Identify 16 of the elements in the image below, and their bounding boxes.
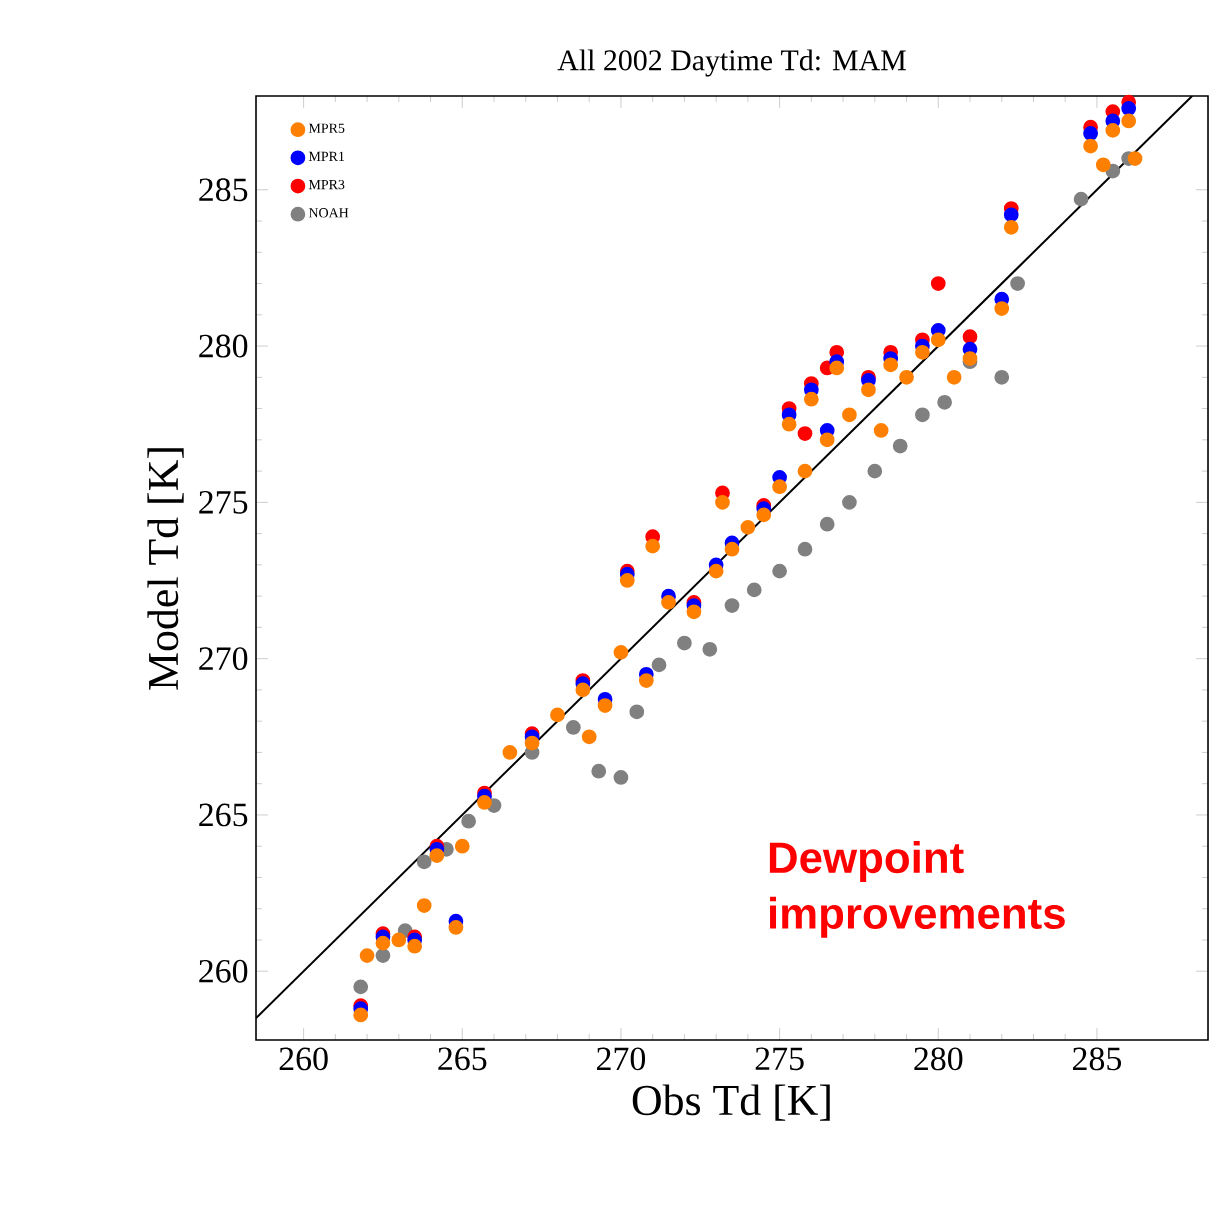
x-tick-label: 260 [279, 1047, 328, 1071]
x-axis-title: Obs Td [K] [632, 1084, 830, 1121]
chart-title: All 2002 Daytime Td: MAM [557, 49, 906, 77]
y-tick-label: 265 [199, 803, 248, 827]
x-tick-label: 270 [597, 1047, 646, 1071]
y-tick-label: 285 [199, 178, 248, 202]
y-tick-label: 280 [199, 334, 248, 358]
y-tick-label: 270 [199, 647, 248, 671]
x-tick-label: 280 [914, 1047, 963, 1071]
y-tick-label: 275 [199, 490, 248, 514]
x-tick-label: 265 [438, 1047, 487, 1071]
annotation: Dewpoint improvements [769, 841, 1065, 938]
y-tick-label: 260 [199, 959, 248, 983]
x-tick-label: 275 [755, 1047, 804, 1071]
x-tick-label: 285 [1073, 1047, 1122, 1071]
y-axis-title: Model Td [K] [147, 448, 184, 690]
